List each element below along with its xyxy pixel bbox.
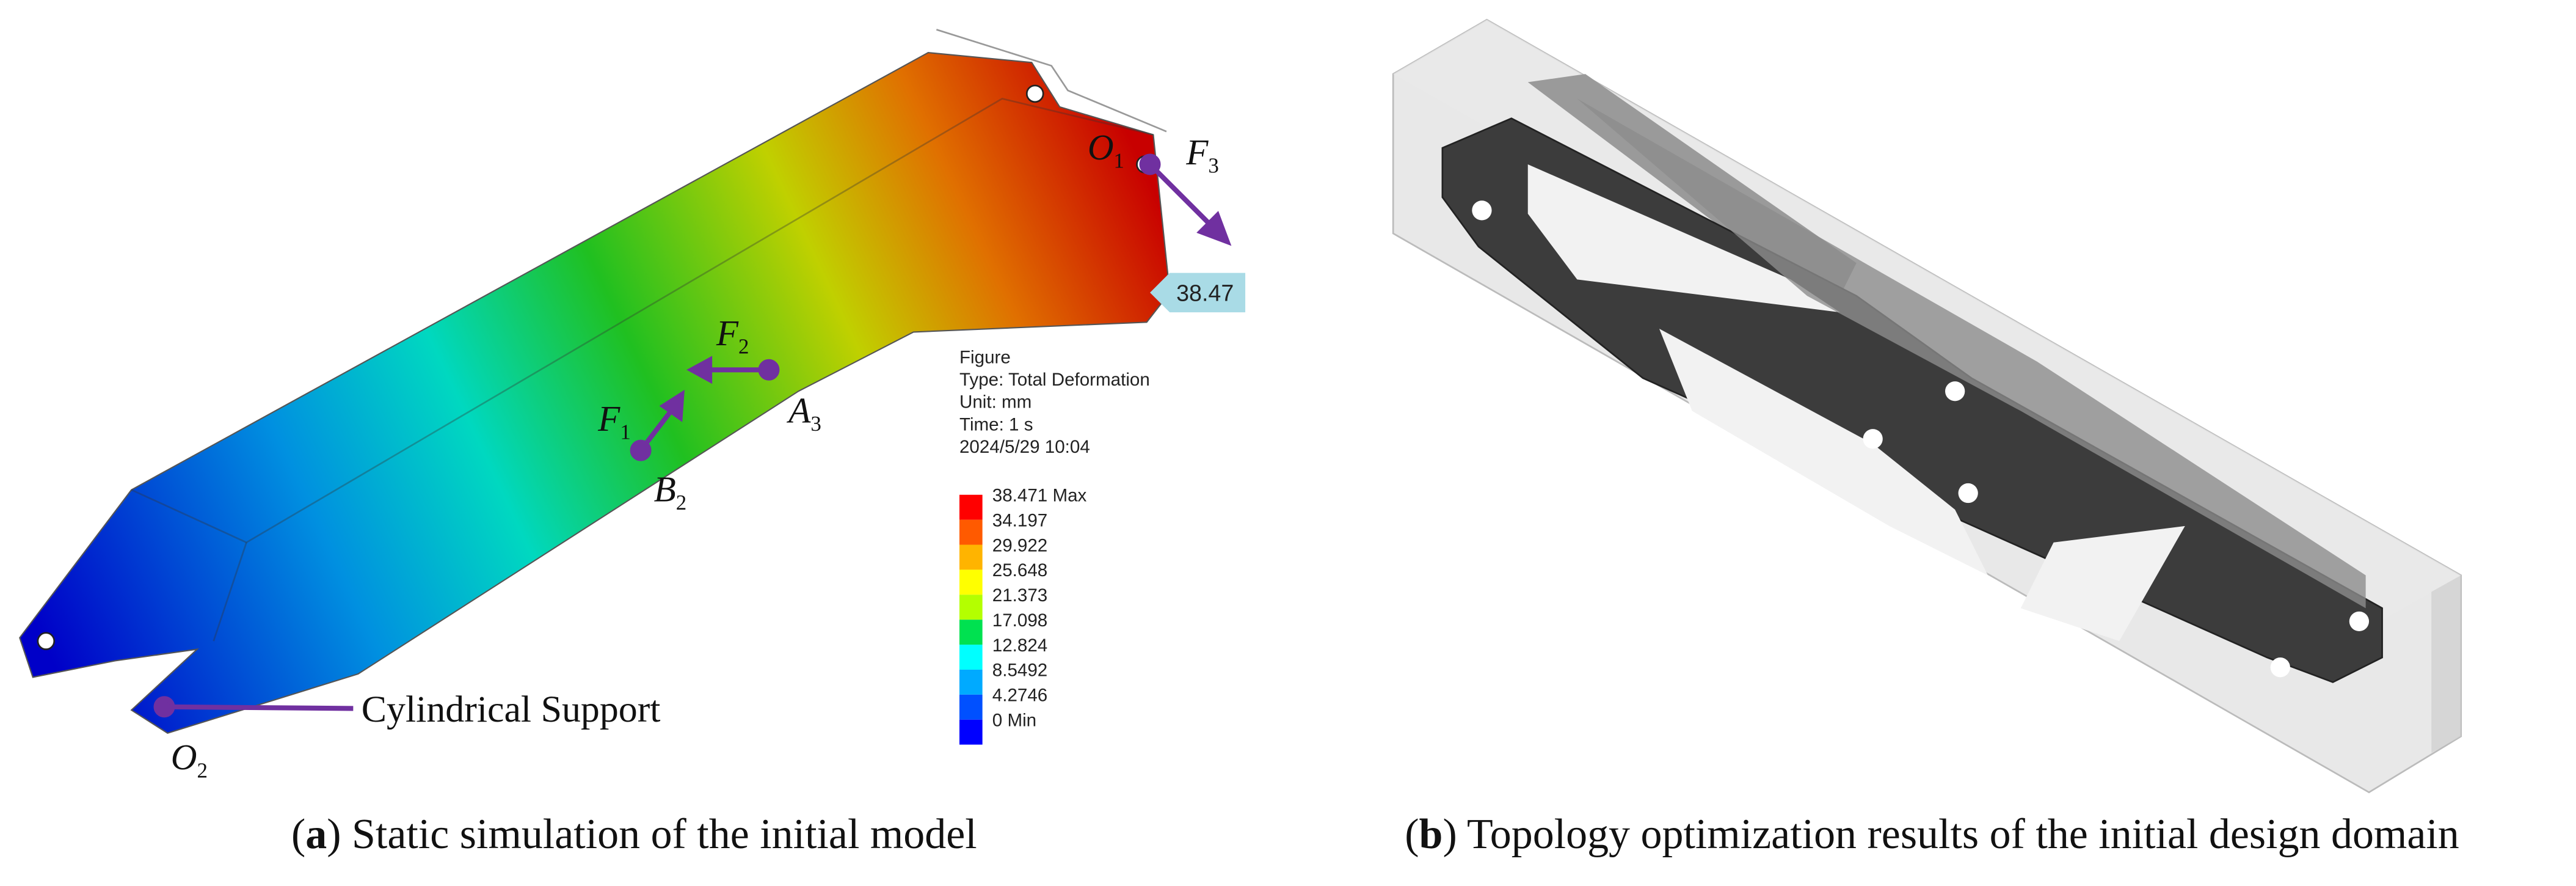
label-o1: O1	[1088, 127, 1124, 172]
label-b2: B2	[654, 469, 687, 514]
beam-model	[19, 29, 1171, 734]
topology-model	[1392, 18, 2462, 794]
legend-label: 8.5492	[992, 661, 1047, 681]
legend-label: 0 Min	[992, 710, 1036, 730]
label-f2: F2	[716, 313, 749, 358]
label-a3: A3	[786, 390, 821, 435]
info-line: 2024/5/29 10:04	[959, 437, 1090, 457]
probe-box	[1150, 273, 1246, 313]
probe-value: 38.47	[1176, 280, 1234, 306]
support-label: Cylindrical Support	[362, 689, 661, 730]
legend-swatch	[959, 645, 983, 670]
legend-swatch	[959, 544, 983, 570]
legend-swatch	[959, 595, 983, 620]
info-line: Unit: mm	[959, 392, 1031, 412]
legend-swatch	[959, 620, 983, 645]
legend-label: 25.648	[992, 560, 1047, 580]
info-line: Type: Total Deformation	[959, 370, 1150, 390]
legend-swatch	[959, 519, 983, 545]
caption-a: (a) Static simulation of the initial mod…	[291, 811, 977, 858]
legend-label: 29.922	[992, 535, 1047, 555]
color-legend: 38.471 Max 34.197 29.922 25.648 21.373 17.098…	[959, 485, 1087, 745]
legend-label: 17.098	[992, 610, 1047, 631]
info-line: Figure	[959, 348, 1011, 368]
legend-label: 34.197	[992, 510, 1047, 530]
legend-label: 21.373	[992, 585, 1047, 606]
loads	[153, 153, 1232, 718]
legend-label: 12.824	[992, 635, 1047, 656]
legend-label: 38.471 Max	[992, 485, 1087, 505]
legend-swatch	[959, 694, 983, 720]
legend-swatch	[959, 569, 983, 595]
info-line: Time: 1 s	[959, 414, 1033, 434]
label-o2: O2	[171, 737, 208, 782]
label-f3: F3	[1185, 132, 1219, 177]
legend-swatch	[959, 719, 983, 745]
legend-swatch	[959, 494, 983, 520]
legend-label: 4.2746	[992, 686, 1047, 706]
caption-b: (b) Topology optimization results of the…	[1405, 811, 2459, 858]
legend-swatch	[959, 669, 983, 695]
label-f1: F1	[597, 398, 631, 444]
